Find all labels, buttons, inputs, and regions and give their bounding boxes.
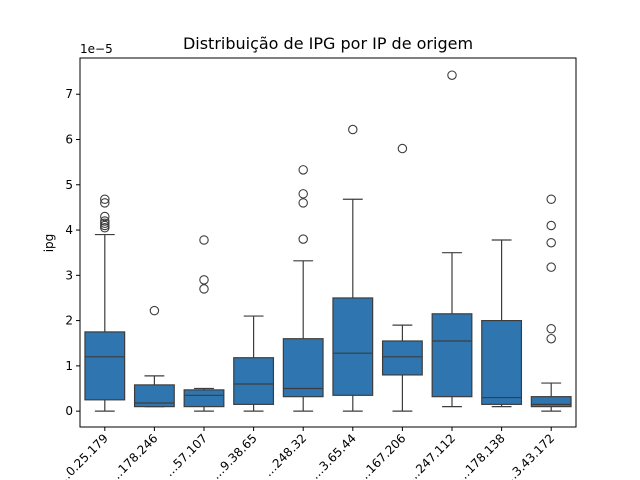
x-tick-label: …167.206 <box>355 431 408 480</box>
y-tick-label: 6 <box>65 132 73 146</box>
outlier-point <box>199 284 209 294</box>
x-tick-label: …3.65.44 <box>308 431 359 480</box>
outlier-point <box>149 305 160 316</box>
outlier-point <box>447 70 457 80</box>
outlier-point <box>100 220 110 231</box>
box-iqr <box>481 320 523 405</box>
box-group <box>332 124 374 412</box>
plot-frame <box>79 57 577 428</box>
box-group <box>233 315 275 412</box>
outlier-point <box>298 165 308 175</box>
outlier-point <box>199 235 209 245</box>
chart-title: Distribuição de IPG por IP de origem <box>183 34 473 53</box>
outlier-point <box>348 124 358 135</box>
x-tick-label: …247.112 <box>405 431 458 480</box>
y-tick-label: 3 <box>65 268 73 282</box>
x-tick-label: …178.246 <box>107 431 160 480</box>
outlier-point <box>546 220 556 231</box>
outlier-point <box>546 194 556 205</box>
y-tick-label: 2 <box>65 314 73 328</box>
outlier-point <box>546 262 556 272</box>
x-tick-label: …178.138 <box>454 431 507 480</box>
x-tick-label: …0.25.179 <box>55 431 111 480</box>
y-tick-label: 4 <box>65 223 73 237</box>
box-iqr <box>530 396 572 408</box>
outlier-point <box>546 237 556 248</box>
box-group <box>84 194 126 412</box>
outlier-point <box>100 198 110 208</box>
box-iqr <box>431 313 473 398</box>
box-iqr <box>133 384 175 408</box>
box-iqr <box>233 357 275 405</box>
y-tick-label: 7 <box>65 87 73 101</box>
box-iqr <box>84 331 126 401</box>
box-group <box>530 194 572 412</box>
box-group <box>431 70 473 408</box>
outlier-point <box>298 234 308 244</box>
box-iqr <box>282 338 324 398</box>
x-tick-label: …57.107 <box>162 431 210 479</box>
outlier-point <box>100 223 110 233</box>
outlier-point <box>298 198 308 208</box>
x-tick-label: …9.38.65 <box>209 431 260 480</box>
outlier-point <box>397 143 408 154</box>
outlier-point <box>546 324 556 334</box>
outlier-point <box>100 218 110 229</box>
outlier-point <box>100 216 110 226</box>
box-iqr <box>183 389 225 408</box>
x-tick-label: …248.32 <box>261 431 309 479</box>
box-group <box>183 235 225 412</box>
x-tick-label: …3.43.172 <box>501 431 557 480</box>
y-axis-offset-label: 1e−5 <box>80 42 113 56</box>
box-iqr <box>381 340 423 376</box>
y-axis-label: ipg <box>42 234 56 253</box>
y-tick-label: 5 <box>65 178 73 192</box>
box-iqr <box>332 297 374 396</box>
box-group <box>133 305 175 408</box>
outlier-point <box>546 333 556 344</box>
y-tick-label: 1 <box>65 359 73 373</box>
outlier-point <box>199 275 209 285</box>
outlier-point <box>100 211 110 222</box>
box-group <box>481 239 523 408</box>
box-group <box>381 143 423 412</box>
y-tick-label: 0 <box>65 404 73 418</box>
box-group <box>282 165 324 412</box>
outlier-point <box>100 194 110 205</box>
outlier-point <box>298 189 308 199</box>
plot-area: 0 1 2 3 4 5 6 7 …0.25.179…178.246 …57.107…9.38.65… <box>55 70 572 480</box>
